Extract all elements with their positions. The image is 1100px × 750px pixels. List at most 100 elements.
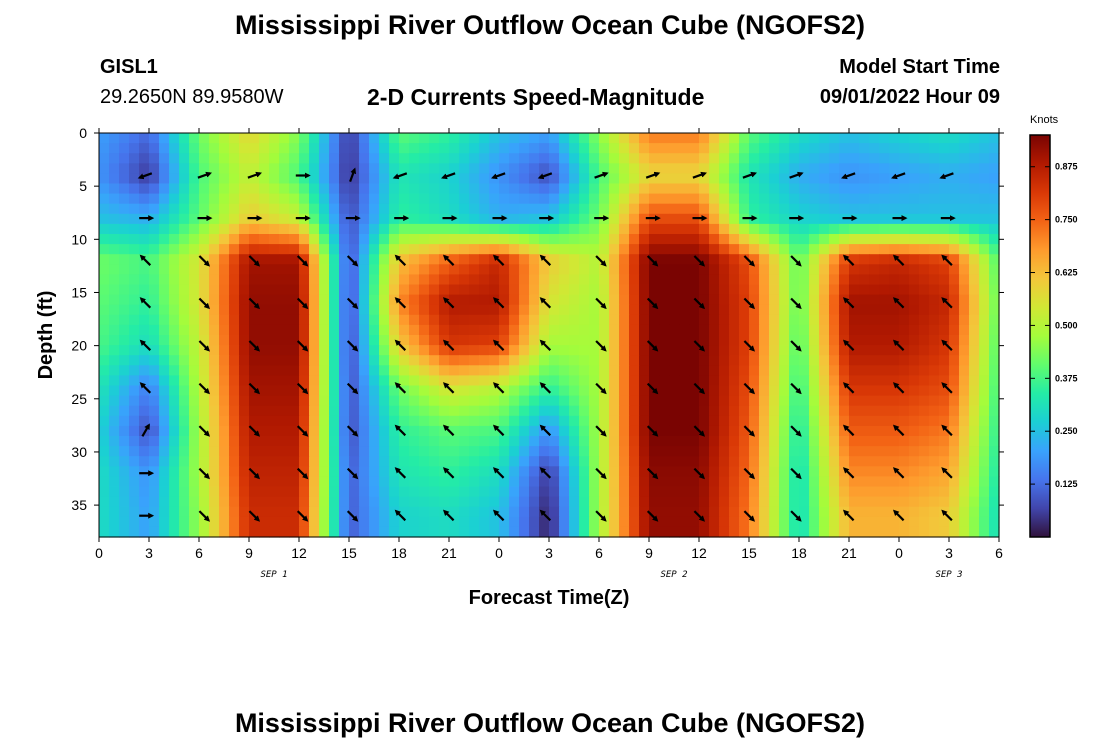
heatmap-cell (699, 486, 710, 498)
heatmap-cell (549, 234, 560, 245)
heatmap-cell (959, 274, 970, 286)
heatmap-cell (789, 526, 800, 538)
heatmap-cell (139, 193, 150, 205)
heatmap-cell (149, 173, 160, 185)
current-arrow (892, 424, 905, 437)
heatmap-cell (119, 153, 130, 164)
heatmap-cell (989, 375, 1000, 387)
heatmap-cell (679, 526, 690, 538)
heatmap-cell (519, 163, 530, 174)
heatmap-cell (919, 234, 930, 245)
heatmap-cell (529, 526, 540, 538)
heatmap-cell (739, 345, 750, 356)
heatmap-cell (689, 173, 700, 185)
heatmap-cell (139, 526, 150, 538)
heatmap-cell (109, 516, 120, 528)
heatmap-cell (889, 274, 900, 286)
heatmap-cell (109, 415, 120, 427)
heatmap-cell (579, 244, 590, 255)
heatmap-cell (809, 395, 820, 407)
heatmap-cell (909, 355, 920, 366)
current-arrow (248, 255, 261, 267)
heatmap-cell (599, 375, 610, 387)
heatmap-cell (509, 446, 520, 457)
heatmap-cell (649, 506, 660, 518)
heatmap-cell (239, 456, 250, 467)
heatmap-cell (719, 506, 730, 518)
heatmap-cell (789, 335, 800, 346)
heatmap-cell (679, 163, 690, 174)
heatmap-cell (449, 506, 460, 518)
heatmap-cell (159, 496, 170, 508)
heatmap-cell (819, 476, 830, 488)
heatmap-cell (969, 395, 980, 407)
heatmap-cell (799, 385, 810, 397)
heatmap-cell (319, 223, 330, 235)
heatmap-cell (299, 244, 310, 255)
x-tick-label: 6 (595, 545, 603, 561)
heatmap-cell (749, 466, 760, 477)
heatmap-cell (679, 405, 690, 417)
heatmap-cell (649, 284, 660, 296)
heatmap-cell (369, 425, 380, 437)
heatmap-cell (619, 254, 630, 265)
heatmap-cell (249, 415, 260, 427)
heatmap-cell (869, 314, 880, 326)
heatmap-cell (969, 284, 980, 296)
heatmap-cell (249, 405, 260, 417)
heatmap-cell (309, 395, 320, 407)
heatmap-cell (289, 183, 300, 195)
heatmap-cell (499, 234, 510, 245)
heatmap-cell (509, 365, 520, 376)
heatmap-cell (949, 375, 960, 387)
current-arrow (939, 172, 954, 180)
heatmap-cell (129, 516, 140, 528)
heatmap-cell (969, 244, 980, 255)
heatmap-cell (709, 506, 720, 518)
current-arrow (539, 382, 552, 394)
heatmap-cell (649, 163, 660, 174)
heatmap-cell (629, 163, 640, 174)
heatmap-cell (539, 234, 550, 245)
heatmap-cell (599, 133, 610, 144)
heatmap-cell (959, 486, 970, 498)
heatmap-cell (259, 324, 270, 336)
heatmap-cell (709, 234, 720, 245)
heatmap-cell (799, 284, 810, 296)
heatmap-cell (99, 526, 110, 538)
heatmap-cell (169, 314, 180, 326)
current-arrow (841, 172, 856, 180)
heatmap-cell (539, 304, 550, 316)
heatmap-cell (699, 133, 710, 144)
heatmap-cell (339, 335, 350, 346)
heatmap-cell (589, 395, 600, 407)
heatmap-cell (259, 436, 270, 447)
heatmap-cell (699, 335, 710, 346)
heatmap-cell (809, 496, 820, 508)
current-arrow (491, 172, 506, 180)
heatmap-cell (369, 436, 380, 447)
heatmap-cell (249, 395, 260, 407)
heatmap-cell (299, 234, 310, 245)
heatmap-cell (399, 405, 410, 417)
current-arrow (394, 382, 407, 394)
heatmap-cell (959, 133, 970, 144)
heatmap-cell (459, 446, 470, 457)
heatmap-cell (619, 355, 630, 366)
heatmap-cell (569, 244, 580, 255)
heatmap-cell (789, 425, 800, 437)
heatmap-cell (319, 375, 330, 387)
current-arrow (693, 382, 706, 395)
heatmap-cell (339, 324, 350, 336)
heatmap-cell (199, 324, 210, 336)
heatmap-cell (629, 395, 640, 407)
heatmap-cell (789, 375, 800, 387)
heatmap-cell (189, 234, 200, 245)
heatmap-cell (509, 254, 520, 265)
heatmap-cell (109, 223, 120, 235)
heatmap-cell (319, 365, 330, 376)
heatmap-cell (359, 203, 370, 215)
heatmap-cell (669, 375, 680, 387)
colorbar-tick-label: 0.125 (1055, 479, 1078, 489)
heatmap-cell (709, 133, 720, 144)
